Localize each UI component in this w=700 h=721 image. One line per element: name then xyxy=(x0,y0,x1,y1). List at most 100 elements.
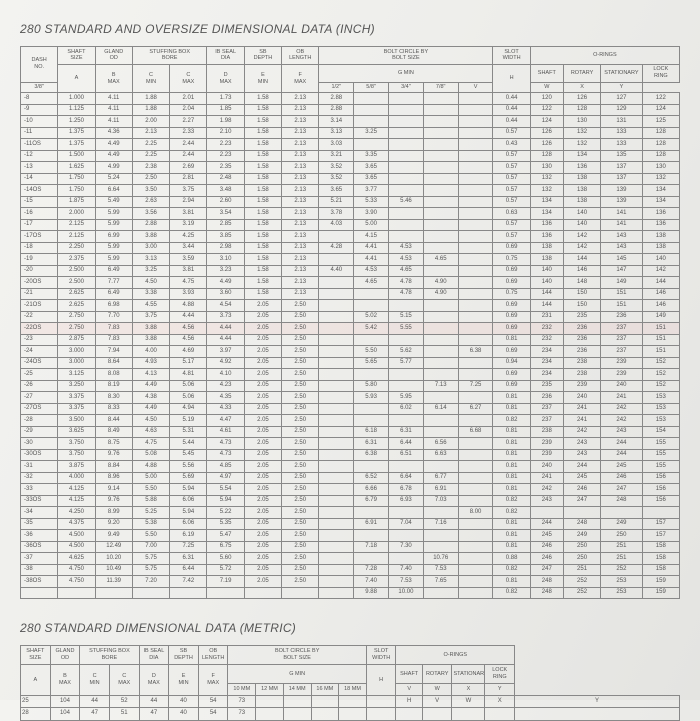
title-metric: 280 STANDARD DIMENSIONAL DATA (METRIC) xyxy=(20,621,680,635)
cell: 4.11 xyxy=(95,104,132,116)
cell xyxy=(458,415,493,427)
cell: 6.98 xyxy=(95,300,132,312)
cell: 4.250 xyxy=(58,507,95,519)
cell xyxy=(319,231,354,243)
cell: 2.88 xyxy=(319,104,354,116)
cell xyxy=(423,587,458,599)
cell: 4.69 xyxy=(170,346,207,358)
cell: 140 xyxy=(563,219,600,231)
cell xyxy=(458,231,493,243)
cell xyxy=(458,576,493,588)
cell: 7.83 xyxy=(95,323,132,335)
cell: 5.17 xyxy=(170,357,207,369)
cell: 152 xyxy=(642,369,679,381)
cell xyxy=(319,564,354,576)
cell: 237 xyxy=(530,403,563,415)
cell: 5.94 xyxy=(170,507,207,519)
cell: 0.43 xyxy=(493,139,530,151)
cell xyxy=(319,300,354,312)
cell: 3.44 xyxy=(170,242,207,254)
cell: 5.50 xyxy=(354,346,389,358)
cell: 4.33 xyxy=(207,403,244,415)
cell: 4.750 xyxy=(58,564,95,576)
cell: 2.88 xyxy=(132,219,169,231)
cell xyxy=(458,265,493,277)
cell: 10.49 xyxy=(95,564,132,576)
cell: 2.05 xyxy=(244,472,281,484)
cell: 8.19 xyxy=(95,380,132,392)
cell: 3.19 xyxy=(170,219,207,231)
cell: 4.78 xyxy=(389,288,424,300)
cell: 5.95 xyxy=(389,392,424,404)
mh-m14: 14 MM xyxy=(283,683,311,695)
cell xyxy=(458,254,493,266)
cell: 5.00 xyxy=(354,219,389,231)
cell: 2.98 xyxy=(207,242,244,254)
cell: 25 xyxy=(21,695,51,708)
mh-rotary: ROTARY xyxy=(422,665,452,684)
h-dash: DASHNO. xyxy=(21,47,58,83)
cell: 0.69 xyxy=(493,300,530,312)
cell: 151 xyxy=(601,288,642,300)
cell: 238 xyxy=(530,426,563,438)
cell: 3.78 xyxy=(319,208,354,220)
cell: 4.47 xyxy=(207,415,244,427)
cell: 4.44 xyxy=(170,311,207,323)
cell: 2.05 xyxy=(244,576,281,588)
cell: 2.13 xyxy=(282,162,319,174)
cell: 2.69 xyxy=(170,162,207,174)
cell: 155 xyxy=(642,449,679,461)
cell xyxy=(458,369,493,381)
mh-Y: Y xyxy=(485,683,515,695)
cell xyxy=(319,541,354,553)
cell xyxy=(319,530,354,542)
h-V: V xyxy=(458,82,493,93)
cell: 3.97 xyxy=(207,346,244,358)
cell: 0.75 xyxy=(493,254,530,266)
cell: 51 xyxy=(109,708,139,721)
cell: 157 xyxy=(642,530,679,542)
table-row: -324.0008.965.005.694.972.052.506.526.64… xyxy=(21,472,680,484)
cell: 104 xyxy=(50,695,80,708)
cell xyxy=(423,346,458,358)
cell: 4.625 xyxy=(58,553,95,565)
cell xyxy=(423,392,458,404)
cell: 2.13 xyxy=(132,127,169,139)
mh-W: W xyxy=(422,683,452,695)
cell: 245 xyxy=(530,530,563,542)
cell: 7.65 xyxy=(423,576,458,588)
cell: 1.58 xyxy=(244,127,281,139)
cell: 7.83 xyxy=(95,334,132,346)
h-H: H xyxy=(493,64,530,93)
cell: 7.19 xyxy=(207,576,244,588)
cell: 146 xyxy=(642,288,679,300)
h-Y: Y xyxy=(601,82,642,93)
cell: 1.73 xyxy=(207,93,244,105)
cell: 5.80 xyxy=(354,380,389,392)
cell: 141 xyxy=(601,219,642,231)
cell: 7.25 xyxy=(458,380,493,392)
cell: 248 xyxy=(601,495,642,507)
cell: 234 xyxy=(530,357,563,369)
cell: 7.53 xyxy=(423,564,458,576)
cell: 241 xyxy=(563,415,600,427)
cell: 157 xyxy=(642,518,679,530)
cell: 247 xyxy=(530,564,563,576)
table-row: -303.7508.754.755.444.732.052.506.316.44… xyxy=(21,438,680,450)
cell: 238 xyxy=(563,357,600,369)
cell: 4.41 xyxy=(354,254,389,266)
cell xyxy=(423,208,458,220)
cell: 1.375 xyxy=(58,139,95,151)
cell: 2.875 xyxy=(58,334,95,346)
cell xyxy=(366,708,396,721)
cell xyxy=(423,93,458,105)
cell: 2.33 xyxy=(170,127,207,139)
h-A: A xyxy=(58,64,95,93)
cell xyxy=(311,708,339,721)
cell: 6.19 xyxy=(170,530,207,542)
cell: 1.58 xyxy=(244,288,281,300)
cell: 3.65 xyxy=(319,185,354,197)
h-stat: STATIONARY xyxy=(601,64,642,82)
cell: 6.68 xyxy=(458,426,493,438)
cell xyxy=(311,695,339,708)
